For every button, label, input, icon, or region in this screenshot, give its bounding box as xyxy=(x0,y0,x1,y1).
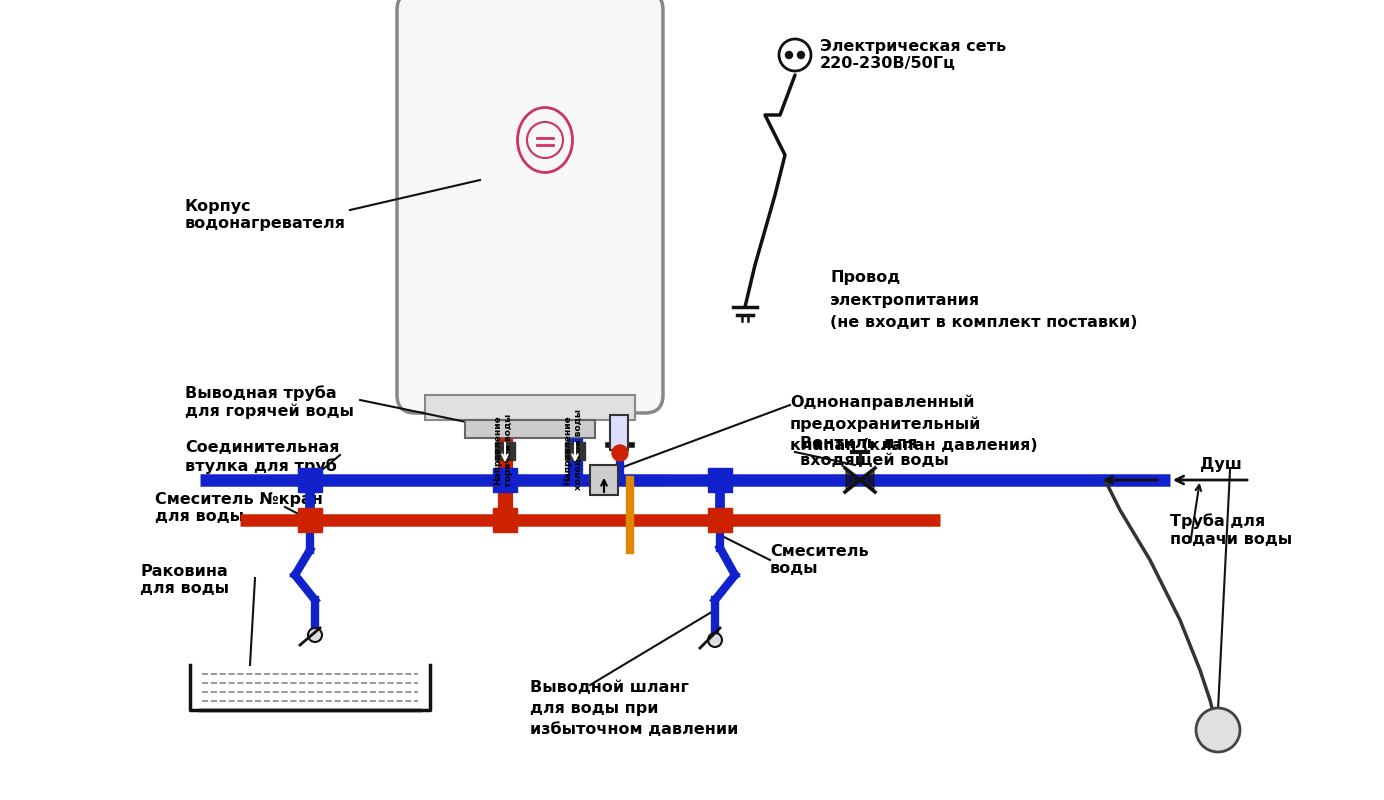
Bar xyxy=(465,420,595,438)
Bar xyxy=(709,468,732,492)
Text: Труба для
подачи воды: Труба для подачи воды xyxy=(1169,514,1293,546)
Text: Электрическая сеть
220-230В/50Гц: Электрическая сеть 220-230В/50Гц xyxy=(819,38,1006,71)
Bar xyxy=(425,395,635,420)
Circle shape xyxy=(612,445,628,461)
Text: Выводная труба
для горячей воды: Выводная труба для горячей воды xyxy=(185,385,354,419)
Text: Направление
холодной воды: Направление холодной воды xyxy=(563,410,583,490)
Bar xyxy=(610,415,628,450)
Bar xyxy=(590,465,619,495)
Circle shape xyxy=(309,628,322,642)
FancyBboxPatch shape xyxy=(397,0,663,413)
Text: Раковина
для воды: Раковина для воды xyxy=(140,564,228,596)
Circle shape xyxy=(709,633,722,647)
Text: Душ: Душ xyxy=(1200,458,1241,473)
Polygon shape xyxy=(846,468,859,492)
Text: Смеситель №кран
для воды: Смеситель №кран для воды xyxy=(155,492,322,524)
Bar xyxy=(493,468,518,492)
Circle shape xyxy=(1196,708,1240,752)
Bar xyxy=(298,508,322,532)
Circle shape xyxy=(527,122,563,158)
Polygon shape xyxy=(859,468,875,492)
Bar xyxy=(709,508,732,532)
Bar xyxy=(565,442,585,460)
Circle shape xyxy=(779,39,811,71)
Text: Провод
электропитания
(не входит в комплект поставки): Провод электропитания (не входит в компл… xyxy=(830,270,1138,330)
Text: Вентиль для
входящей воды: Вентиль для входящей воды xyxy=(800,436,949,468)
Circle shape xyxy=(786,51,793,58)
Text: Выводной шланг
для воды при
избыточном давлении: Выводной шланг для воды при избыточном д… xyxy=(530,680,739,737)
Text: Соединительная
втулка для труб: Соединительная втулка для труб xyxy=(185,440,339,474)
Text: Корпус
водонагревателя: Корпус водонагревателя xyxy=(185,198,346,231)
Text: Смеситель
воды: Смеситель воды xyxy=(770,544,869,576)
Circle shape xyxy=(797,51,804,58)
Bar xyxy=(493,508,518,532)
Bar xyxy=(495,442,515,460)
Text: Однонаправленный
предохранительный
клапан (клапан давления): Однонаправленный предохранительный клапа… xyxy=(790,395,1038,454)
Text: Направление
горячей воды: Направление горячей воды xyxy=(493,414,512,486)
Bar xyxy=(298,468,322,492)
